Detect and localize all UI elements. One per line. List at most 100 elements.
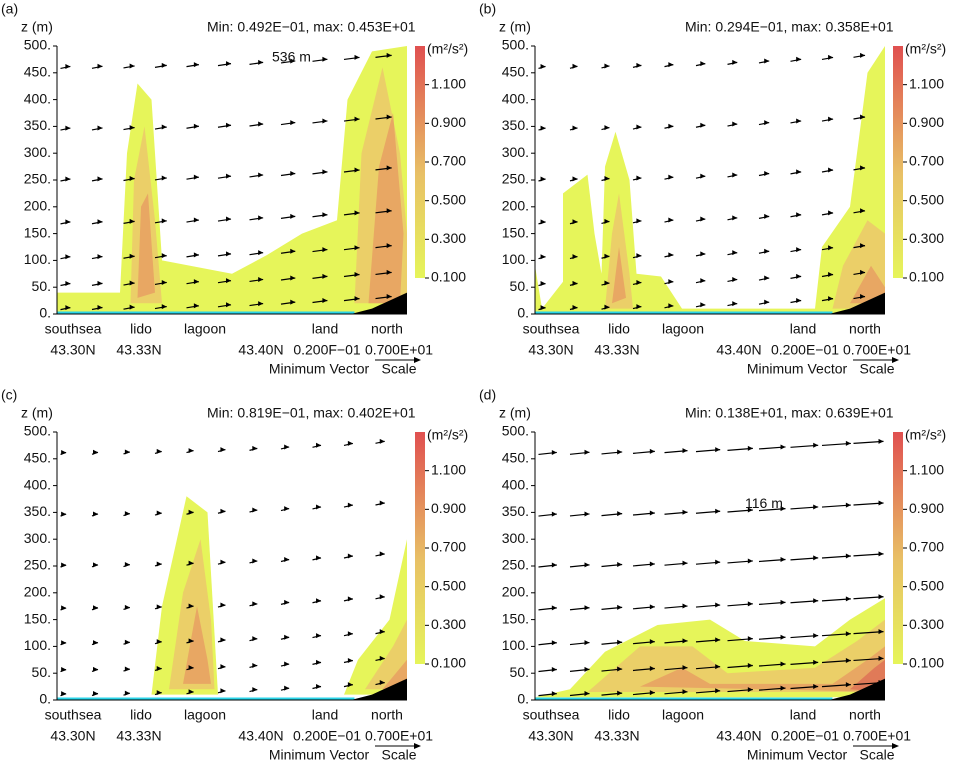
wind-arrowhead [65, 176, 71, 182]
wind-arrowhead [572, 254, 578, 260]
wind-arrowhead [124, 511, 130, 517]
wind-arrowhead [354, 272, 360, 278]
wind-arrowhead [226, 61, 232, 67]
wind-arrowhead [572, 125, 578, 131]
wind-arrowhead [258, 121, 264, 127]
wind-arrowhead [780, 661, 786, 667]
y-tick-label: 50. [510, 278, 529, 294]
wind-arrowhead [572, 219, 578, 225]
x-label: lido [608, 707, 630, 723]
wind-arrowhead [386, 294, 392, 300]
colorbar-tick-label: 1.100 [431, 461, 466, 477]
terrain [351, 292, 407, 314]
x-sublabel: 0.700E+01 [843, 342, 911, 358]
wind-arrowhead [813, 683, 819, 689]
wind-vector [853, 502, 884, 506]
wind-arrowhead [878, 594, 884, 600]
wind-arrowhead [845, 502, 851, 508]
wind-arrowhead [226, 278, 232, 284]
wind-arrowhead [129, 125, 135, 131]
y-tick-label: 200. [502, 198, 529, 214]
wind-arrowhead [682, 603, 688, 609]
colorbar-tick-label: 0.700 [909, 153, 944, 169]
annotation: 536 m [272, 49, 311, 65]
wind-arrowhead [636, 304, 642, 310]
wind-arrowhead [124, 449, 130, 455]
colorbar [893, 46, 903, 278]
wind-arrowhead [551, 640, 557, 646]
wind-arrowhead [845, 596, 851, 602]
y-tick-label: 400. [24, 476, 51, 492]
y-tick-label: 150. [502, 224, 529, 240]
wind-arrowhead [572, 280, 578, 286]
wind-arrowhead [617, 690, 623, 696]
panel-label: (b) [479, 1, 496, 17]
wind-arrowhead [386, 208, 392, 214]
wind-arrowhead [220, 559, 226, 565]
wind-arrowhead [636, 253, 642, 259]
wind-arrowhead [124, 639, 130, 645]
x-label: lagoon [662, 321, 704, 337]
wind-arrowhead [715, 688, 721, 694]
wind-arrowhead [732, 276, 738, 282]
wind-arrowhead [354, 296, 360, 302]
colorbar-tick-label: 0.100 [431, 655, 466, 671]
wind-arrowhead [682, 560, 688, 566]
wind-arrowhead [584, 691, 590, 697]
colorbar-tick-label: 1.100 [431, 75, 466, 91]
wind-arrowhead [668, 174, 674, 180]
colorbar-tick-label: 1.100 [909, 461, 944, 477]
wind-arrowhead [649, 510, 655, 516]
wind-arrowhead [617, 666, 623, 672]
wind-arrowhead [290, 58, 296, 64]
wind-arrowhead [715, 447, 721, 453]
wind-arrowhead [796, 118, 802, 124]
wind-arrowhead [129, 218, 135, 224]
wind-arrowhead [379, 629, 385, 635]
wind-arrowhead [97, 63, 103, 69]
wind-arrowhead [188, 665, 194, 671]
wind-arrowhead [124, 562, 130, 568]
y-tick-label: 250. [502, 171, 529, 187]
y-tick-label: 500. [24, 37, 51, 53]
wind-arrowhead [97, 305, 103, 311]
wind-arrowhead [61, 640, 67, 646]
wind-arrowhead [682, 509, 688, 515]
wind-arrowhead [636, 62, 642, 68]
wind-arrowhead [796, 297, 802, 303]
wind-arrowhead [161, 124, 167, 130]
contour-fill [137, 193, 155, 298]
y-tick-label: 250. [502, 557, 529, 573]
wind-arrowhead [322, 56, 328, 62]
panel-title: Min: 0.492E−01, max: 0.453E+01 [207, 19, 416, 35]
wind-arrowhead [764, 299, 770, 305]
wind-arrowhead [322, 118, 328, 124]
x-sublabel: 0.200E−01 [771, 728, 839, 744]
y-tick-label: 100. [24, 251, 51, 267]
panel-label: (c) [1, 387, 17, 403]
x-sublabel: 43.33N [116, 728, 161, 744]
wind-arrowhead [290, 120, 296, 126]
wind-arrowhead [379, 500, 385, 506]
wind-arrowhead [347, 553, 353, 559]
wind-arrowhead [65, 305, 71, 311]
contour-fill [57, 46, 407, 314]
colorbar [415, 46, 425, 278]
wind-arrowhead [617, 511, 623, 517]
wind-arrowhead [636, 218, 642, 224]
y-tick-label: 500. [502, 423, 529, 439]
wind-arrowhead [61, 449, 67, 455]
wind-arrowhead [290, 171, 296, 177]
y-tick-label: 500. [24, 423, 51, 439]
wind-arrowhead [220, 602, 226, 608]
y-tick-label: 200. [24, 198, 51, 214]
colorbar-tick-label: 0.500 [431, 577, 466, 593]
x-label: land [312, 321, 338, 337]
wind-arrowhead [284, 444, 290, 450]
wind-arrowhead [379, 438, 385, 444]
wind-arrowhead [649, 604, 655, 610]
wind-arrowhead [617, 449, 623, 455]
wind-arrowhead [572, 63, 578, 69]
x-sublabel: 43.33N [594, 728, 639, 744]
